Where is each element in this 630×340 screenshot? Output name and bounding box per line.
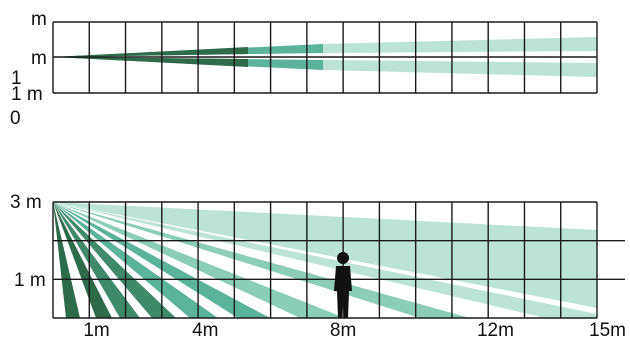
side-beam-wedge <box>53 202 597 318</box>
top-label-one: 1 <box>11 68 22 89</box>
side-x-tick-label: 4m <box>192 320 218 340</box>
side-view-x-axis-labels: 1m 4m 8m 12m 15m <box>83 320 626 340</box>
top-view-beams <box>53 37 597 77</box>
side-beam-wedge <box>53 202 140 318</box>
side-view-panel: 3 m 1 m 1m 4m 8m 12m 15m <box>10 192 626 340</box>
side-beam-wedge <box>53 202 80 318</box>
top-label-upper: m <box>31 9 47 30</box>
top-beam-lower-near <box>53 57 248 67</box>
top-label-middle: m <box>31 48 47 69</box>
side-beam-wedge <box>53 202 218 318</box>
side-beam-wedge <box>53 202 597 308</box>
side-beam-wedge <box>53 202 112 318</box>
top-label-zero: 0 <box>10 108 21 129</box>
side-x-tick-label: 12m <box>477 320 514 340</box>
side-view-grid <box>52 201 625 319</box>
side-y-label-mid: 1 m <box>14 270 46 291</box>
side-x-tick-label: 1m <box>83 320 109 340</box>
side-beam-wedge <box>53 202 176 318</box>
top-beam-upper-near <box>53 47 248 57</box>
side-beam-wedge <box>53 202 470 318</box>
side-x-tick-label: 8m <box>330 320 356 340</box>
side-y-label-top: 3 m <box>10 192 42 213</box>
top-view-grid <box>52 21 598 94</box>
top-label-one-m: 1 m <box>11 84 43 105</box>
person-silhouette-icon <box>334 252 352 318</box>
side-x-tick-label: 15m <box>589 320 626 340</box>
top-view-panel: m m 1 1 m 0 <box>10 9 598 129</box>
side-view-beams <box>53 202 597 318</box>
